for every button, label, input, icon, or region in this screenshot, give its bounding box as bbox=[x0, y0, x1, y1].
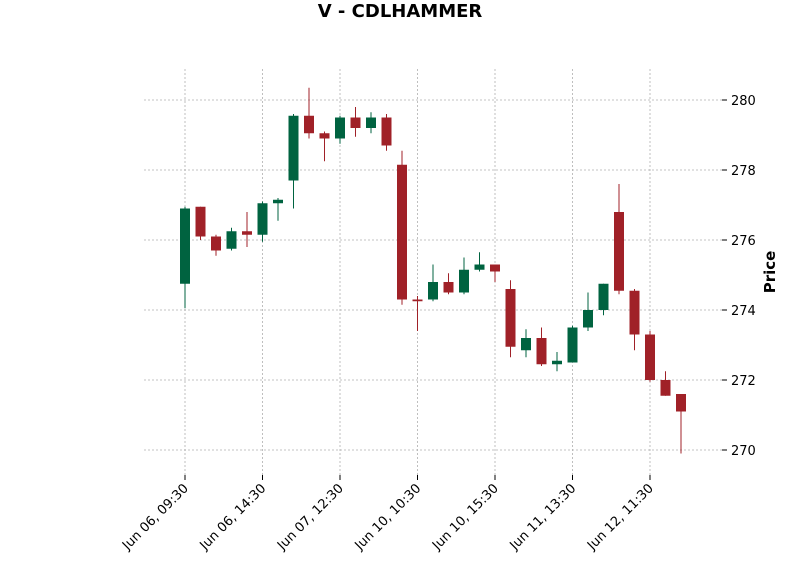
candles bbox=[180, 87, 686, 454]
candle-body-down bbox=[211, 236, 221, 251]
candle-body-down bbox=[505, 289, 516, 347]
candle bbox=[273, 198, 283, 221]
candle-body-up bbox=[459, 269, 469, 293]
candle bbox=[505, 280, 516, 358]
candle bbox=[521, 329, 531, 358]
candle bbox=[629, 289, 640, 351]
x-tick-label: Jun 12, 11:30 bbox=[584, 481, 657, 554]
candle bbox=[536, 327, 547, 366]
candle-body-up bbox=[598, 283, 609, 310]
candle-body-down bbox=[490, 264, 500, 272]
candle bbox=[474, 252, 485, 272]
candle-body-down bbox=[443, 282, 454, 293]
x-tick-label: Jun 06, 09:30 bbox=[119, 481, 192, 554]
candle bbox=[552, 352, 562, 372]
candle bbox=[381, 114, 392, 151]
candle bbox=[319, 131, 330, 162]
candle bbox=[304, 87, 314, 139]
candle-body-down bbox=[381, 117, 392, 146]
y-tick-label: 278 bbox=[731, 164, 756, 179]
y-axis: 270 272 274 276 278 280 bbox=[722, 94, 756, 459]
candle bbox=[428, 264, 438, 302]
candle-body-up bbox=[273, 199, 283, 204]
candle bbox=[226, 227, 237, 251]
y-tick-label: 276 bbox=[731, 234, 756, 249]
candle-body-up bbox=[180, 208, 190, 284]
candle-body-up bbox=[474, 264, 485, 270]
candle bbox=[676, 394, 686, 454]
candle bbox=[288, 114, 299, 209]
candle bbox=[397, 150, 407, 305]
candle bbox=[180, 206, 190, 309]
candle-body-down bbox=[350, 117, 361, 128]
candle-body-down bbox=[412, 299, 423, 302]
x-tick-label: Jun 11, 13:30 bbox=[507, 481, 580, 554]
candle-body-down bbox=[319, 133, 330, 139]
candle-body-up bbox=[257, 203, 268, 235]
y-axis-label: Price bbox=[761, 251, 779, 294]
candle-body-down bbox=[536, 338, 547, 365]
candle-body-up bbox=[226, 231, 237, 249]
candle-body-up bbox=[366, 117, 376, 128]
y-tick-label: 270 bbox=[731, 444, 756, 459]
candle bbox=[583, 292, 593, 331]
candle-body-up bbox=[552, 360, 562, 365]
y-tick-label: 274 bbox=[731, 304, 756, 319]
candle-body-down bbox=[242, 231, 252, 235]
x-tick-label: Jun 10, 10:30 bbox=[352, 481, 425, 554]
candle bbox=[660, 371, 671, 396]
grid-lines bbox=[144, 69, 722, 475]
candle bbox=[459, 257, 469, 295]
candle bbox=[350, 107, 361, 137]
candle-body-down bbox=[676, 394, 686, 412]
x-tick-label: Jun 06, 14:30 bbox=[197, 481, 270, 554]
candle-body-up bbox=[335, 117, 345, 139]
y-tick-label: 272 bbox=[731, 374, 756, 389]
candle bbox=[412, 296, 423, 331]
candle-body-up bbox=[428, 282, 438, 300]
candle-body-up bbox=[288, 115, 299, 181]
chart-title: V - CDLHAMMER bbox=[318, 1, 483, 22]
candle-body-down bbox=[660, 380, 671, 396]
x-tick-label: Jun 07, 12:30 bbox=[274, 481, 347, 554]
candle-body-down bbox=[397, 164, 407, 300]
candle-body-down bbox=[304, 115, 314, 134]
x-axis: Jun 06, 09:30 Jun 06, 14:30 Jun 07, 12:30 J… bbox=[119, 475, 657, 554]
candle bbox=[366, 112, 376, 134]
candle-body-up bbox=[583, 310, 593, 328]
y-tick-label: 280 bbox=[731, 94, 756, 109]
candle bbox=[567, 325, 578, 363]
candle-body-down bbox=[629, 290, 640, 335]
candle bbox=[598, 283, 609, 316]
candle bbox=[257, 201, 268, 242]
candle bbox=[211, 234, 221, 256]
candle-body-down bbox=[195, 206, 206, 237]
candle-body-up bbox=[521, 338, 531, 351]
candle bbox=[335, 115, 345, 144]
candle-body-up bbox=[567, 327, 578, 363]
candle bbox=[443, 273, 454, 295]
candle-body-down bbox=[614, 212, 624, 291]
x-tick-label: Jun 10, 15:30 bbox=[429, 481, 502, 554]
candle-body-down bbox=[645, 334, 655, 380]
candle bbox=[614, 184, 624, 295]
candle bbox=[242, 212, 252, 247]
candle bbox=[490, 264, 500, 282]
candle bbox=[195, 206, 206, 240]
candle bbox=[645, 331, 655, 382]
